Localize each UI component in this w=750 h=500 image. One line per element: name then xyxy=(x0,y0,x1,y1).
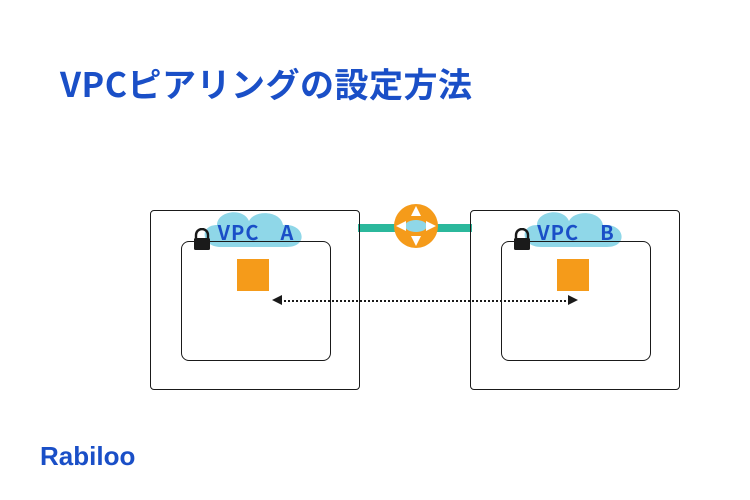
lock-icon xyxy=(512,228,532,252)
vpc-peering-diagram: VPC A VPC B xyxy=(150,170,690,420)
vpc-b-resource-square xyxy=(557,259,589,291)
vpc-a-resource-square xyxy=(237,259,269,291)
dotted-connection-line xyxy=(280,300,570,302)
arrow-left-icon xyxy=(272,295,282,305)
brand-logo: Rabiloo xyxy=(40,441,135,472)
peering-connector-icon xyxy=(394,204,438,248)
page-title: VPCピアリングの設定方法 xyxy=(60,58,473,107)
arrow-right-icon xyxy=(568,295,578,305)
lock-icon xyxy=(192,228,212,252)
